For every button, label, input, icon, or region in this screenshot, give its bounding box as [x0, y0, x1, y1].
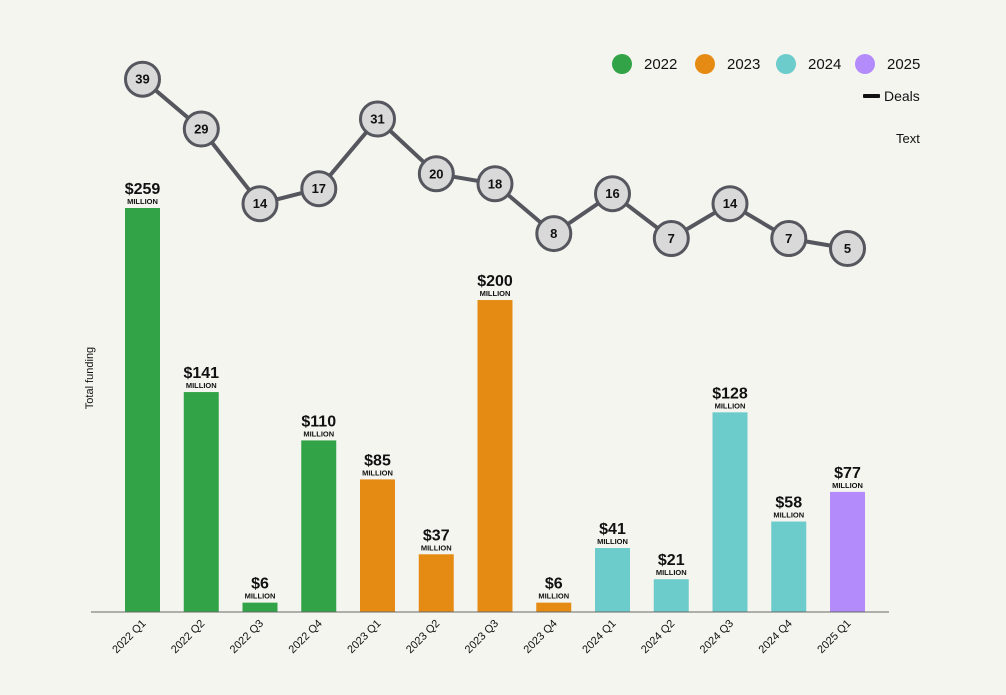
- bar-2023-q4: [536, 602, 572, 612]
- deals-point: [124, 60, 161, 98]
- bar-unit-label: MILLION: [715, 401, 746, 410]
- bar-value-label: $6: [545, 576, 563, 593]
- x-tick-label: 2024 Q4: [757, 618, 795, 656]
- bar-value-label: $77: [834, 465, 861, 482]
- deals-point: [829, 230, 866, 267]
- deals-point: [476, 165, 514, 203]
- deals-point-label: 39: [135, 72, 149, 87]
- bar-unit-label: MILLION: [656, 568, 687, 577]
- bar-unit-label: MILLION: [421, 543, 452, 552]
- x-tick-label: 2022 Q2: [169, 618, 207, 656]
- deals-point: [359, 100, 396, 138]
- x-tick-label: 2023 Q1: [345, 618, 383, 656]
- deals-point-label: 7: [668, 231, 675, 246]
- deals-point: [770, 220, 808, 257]
- x-tick-label: 2022 Q1: [110, 618, 148, 656]
- x-tick-label: 2022 Q3: [228, 618, 266, 656]
- bar-value-label: $200: [477, 273, 513, 290]
- bar-2023-q3: [477, 300, 513, 612]
- bar-2023-q2: [418, 554, 454, 612]
- bar-unit-label: MILLION: [597, 537, 628, 546]
- bar-2024-q3: [712, 412, 748, 612]
- bar-unit-label: MILLION: [538, 592, 569, 601]
- deals-point-label: 17: [312, 181, 326, 196]
- x-tick-label: 2022 Q4: [287, 618, 325, 656]
- bar-value-label: $37: [423, 527, 450, 544]
- bar-value-label: $6: [251, 576, 269, 593]
- deals-point: [594, 175, 631, 213]
- deals-point: [711, 185, 749, 223]
- bar-2025-q1: [830, 491, 865, 612]
- deals-point-label: 16: [605, 186, 619, 201]
- x-tick-group: 2022 Q1 2022 Q2 2022 Q3 2022 Q4 2023 Q1 2023 …: [110, 618, 853, 656]
- bar-2024-q4: [771, 521, 807, 612]
- bar-value-label: $41: [599, 521, 626, 538]
- x-tick-label: 2024 Q3: [698, 618, 736, 656]
- bar-value-label: $85: [364, 452, 391, 469]
- bar-2024-q2: [653, 579, 689, 612]
- deals-point: [241, 185, 279, 223]
- bar-label-group: $259MILLION$141MILLION$6MILLION$110MILLI…: [125, 181, 863, 601]
- bar-unit-label: MILLION: [127, 197, 158, 206]
- x-tick-label: 2023 Q2: [404, 618, 442, 656]
- deals-point-label: 31: [370, 112, 384, 127]
- x-tick-label: 2024 Q1: [580, 618, 618, 656]
- deals-point-label: 18: [488, 176, 502, 191]
- bar-2023-q1: [360, 479, 395, 612]
- bar-value-label: $259: [125, 181, 161, 198]
- bar-value-label: $58: [775, 495, 802, 512]
- deals-point: [182, 110, 220, 148]
- bar-unit-label: MILLION: [480, 289, 511, 298]
- x-tick-label: 2025 Q1: [815, 618, 853, 656]
- deals-point-label: 7: [785, 231, 792, 246]
- bar-value-label: $110: [301, 413, 336, 430]
- deals-point: [417, 155, 455, 193]
- deals-line-group: 39 29 14 17 31 20 18 8 16 7 14 7 5: [124, 60, 866, 267]
- bar-value-label: $21: [658, 552, 685, 569]
- deals-point-label: 29: [194, 122, 208, 137]
- deals-point-label: 14: [253, 196, 268, 211]
- bar-2022-q2: [183, 392, 219, 612]
- x-tick-label: 2023 Q3: [463, 618, 501, 656]
- bar-2024-q1: [595, 548, 630, 612]
- deals-series-line: [141, 77, 848, 251]
- deals-point: [535, 215, 573, 253]
- bar-unit-label: MILLION: [773, 511, 804, 520]
- bar-value-label: $141: [183, 365, 219, 382]
- bar-unit-label: MILLION: [245, 592, 276, 601]
- x-tick-label: 2023 Q4: [522, 618, 560, 656]
- bar-unit-label: MILLION: [832, 481, 863, 490]
- bar-unit-label: MILLION: [186, 381, 217, 390]
- bar-value-label: $128: [712, 385, 748, 402]
- deals-point: [652, 220, 690, 257]
- deals-point-label: 20: [429, 166, 443, 181]
- bar-2022-q3: [242, 602, 278, 612]
- deals-point-label: 5: [844, 241, 851, 256]
- bar-unit-label: MILLION: [362, 468, 393, 477]
- deals-point: [300, 170, 338, 208]
- x-tick-label: 2024 Q2: [639, 618, 677, 656]
- y-axis-label: Total funding: [84, 347, 96, 409]
- bar-2022-q1: [125, 208, 160, 612]
- bar-2022-q4: [301, 440, 337, 612]
- bar-unit-label: MILLION: [303, 429, 334, 438]
- deals-point-label: 14: [723, 196, 738, 211]
- bar-group: [125, 208, 865, 612]
- deals-point-label: 8: [550, 226, 557, 241]
